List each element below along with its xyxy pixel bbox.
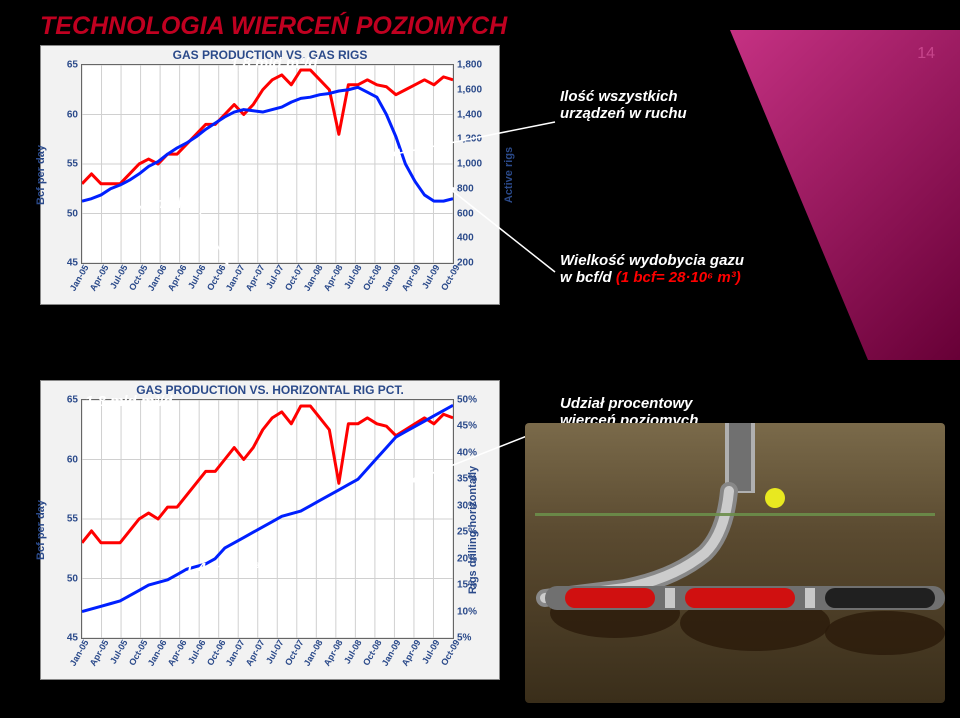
y2-tick: 10% [457,606,477,617]
x-tick: Oct-09 [439,263,462,292]
y1-tick: 50 [67,208,78,219]
y1-tick: 55 [67,514,78,525]
annotation-gasprod-l2a: w bcf/d [560,269,616,286]
y1-tick: 65 [67,395,78,406]
y2-tick: 30% [457,500,477,511]
annotation-a7: 1,4 mld m³/d [185,560,273,577]
chart-gas-vs-horizontal-pct: GAS PRODUCTION VS. HORIZONTAL RIG PCT. B… [40,380,500,680]
x-tick: Apr-08 [322,263,345,293]
annotation-horizontal-l1: Udział procentowy [560,395,693,412]
y2-tick: 1,000 [457,159,482,170]
y1-tick: 50 [67,573,78,584]
y2-tick: 600 [457,208,474,219]
annotation-gasprod-l2b: (1 bcf= 28·10⁶ m³) [616,269,741,286]
annotation-a3: 1,4 mld m³/d [130,195,218,212]
y1-tick: 45 [67,258,78,269]
y1-tick: 65 [67,60,78,71]
annotation-rigcount-l2: urządzeń w ruchu [560,105,687,122]
annotation-a5: 1,8 mld m³/d [85,393,173,410]
y2-tick: 1,600 [457,84,482,95]
chart-gas-vs-rigs: GAS PRODUCTION VS. GAS RIGS Bcf per day … [40,45,500,305]
chart2-plot: 45505560655%10%15%20%25%30%35%40%45%50%J… [81,399,454,639]
annotation-rigcount-l1: Ilość wszystkich [560,88,678,105]
annotation-rigcount: Ilość wszystkich urządzeń w ruchu [560,88,687,122]
chart1-y1-label: Bcf per day [35,145,47,205]
y2-tick: 400 [457,233,474,244]
drill-illustration [525,423,945,703]
y1-tick: 45 [67,633,78,644]
y1-tick: 60 [67,454,78,465]
annotation-gasprod-l1: Wielkość wydobycia gazu [560,252,744,269]
chart2-title: GAS PRODUCTION VS. HORIZONTAL RIG PCT. [136,383,404,397]
annotation-gasprod: Wielkość wydobycia gazu w bcf/d (1 bcf= … [560,252,744,286]
y2-tick: 800 [457,183,474,194]
y2-tick: 45% [457,421,477,432]
y1-tick: 60 [67,109,78,120]
y2-tick: 40% [457,447,477,458]
y2-tick: 1,400 [457,109,482,120]
y2-tick: 1,800 [457,60,482,71]
y2-tick: 1,200 [457,134,482,145]
y2-tick: 50% [457,395,477,406]
chart2-y1-label: Bcf per day [35,500,47,560]
chart1-y2-label: Active rigs [503,147,515,203]
y2-tick: 25% [457,527,477,538]
decorative-wedge [730,30,960,360]
x-tick: Apr-09 [400,263,423,293]
x-tick: Apr-09 [400,638,423,668]
horizontal-drilling-diagram [525,423,945,703]
x-tick: Oct-09 [439,638,462,667]
x-tick: Apr-08 [322,638,345,668]
y1-tick: 55 [67,159,78,170]
y2-tick: 15% [457,580,477,591]
page-title: TECHNOLOGIA WIERCEŃ POZIOMYCH [40,12,507,41]
y2-tick: 20% [457,553,477,564]
chart1-plot: 45505560652004006008001,0001,2001,4001,6… [81,64,454,264]
annotation-a1: 1,8 mld m³/d [230,55,318,72]
y2-tick: 35% [457,474,477,485]
